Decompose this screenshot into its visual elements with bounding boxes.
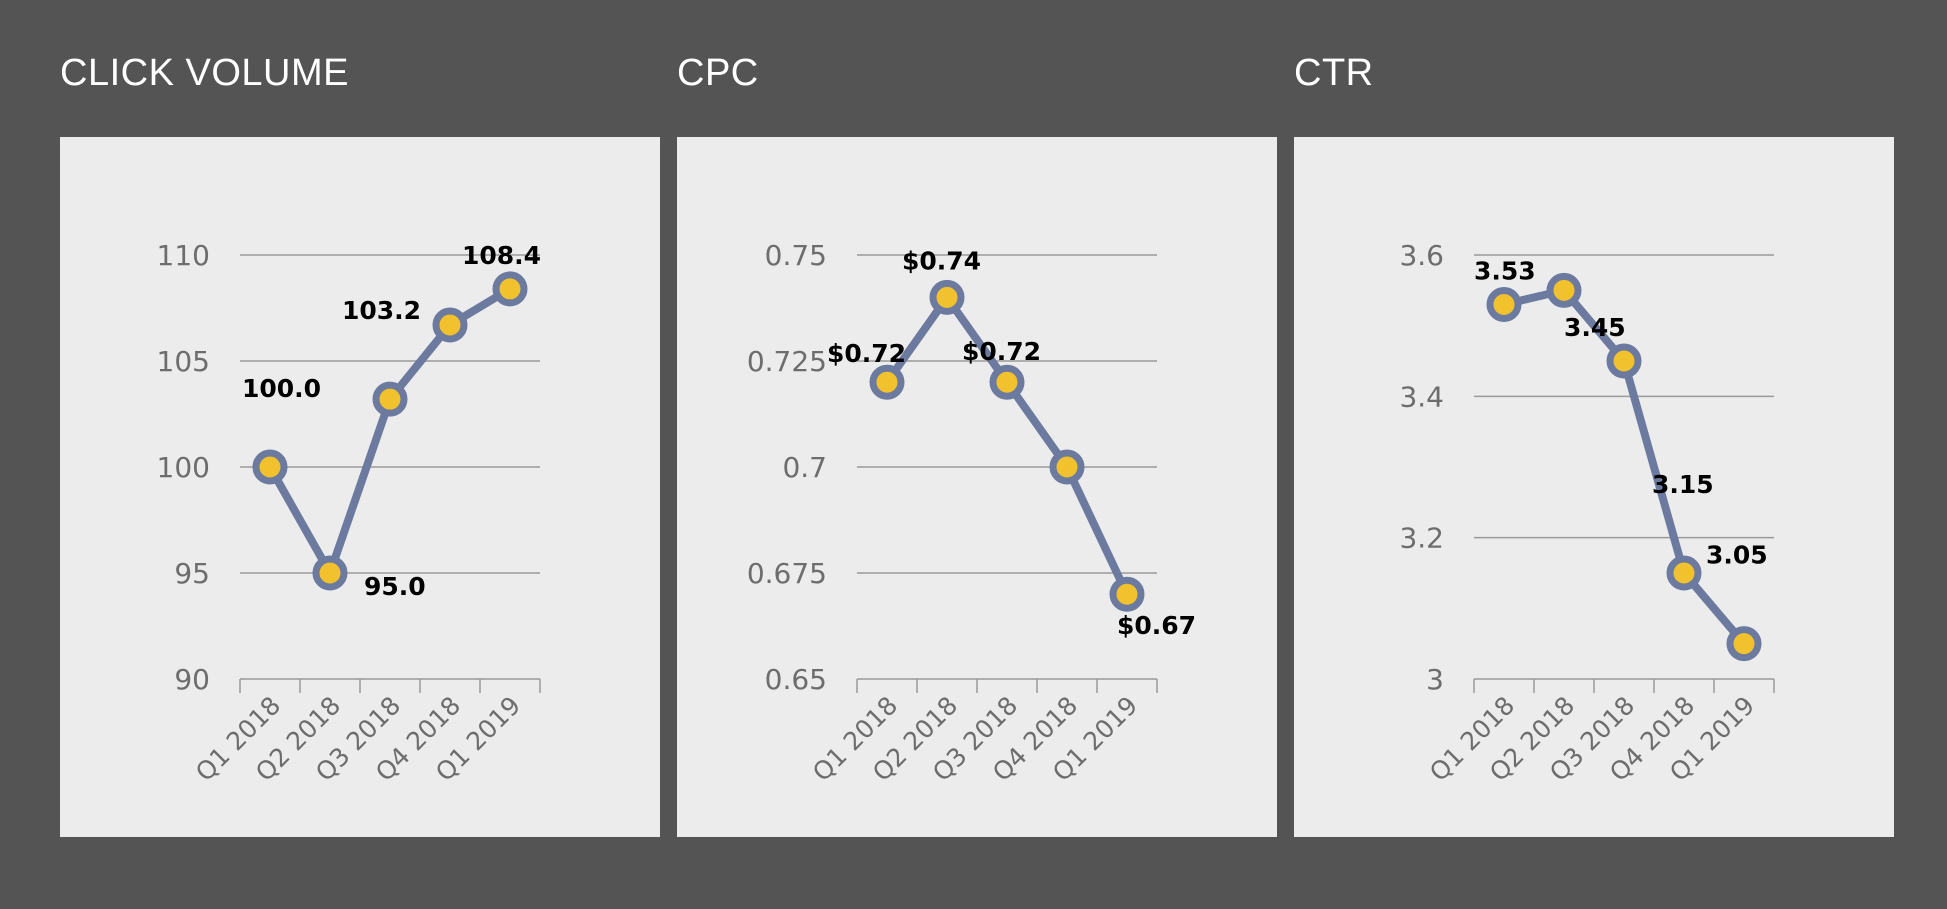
data-label: 103.2 [342,296,421,325]
data-label: 3.15 [1652,470,1714,499]
data-point [1606,343,1642,379]
data-point [372,381,408,417]
y-tick-label: 100 [157,451,210,484]
data-label: 108.4 [462,241,541,270]
data-point [1726,626,1762,662]
data-label: 3.45 [1564,313,1626,342]
cpc-panel: 0.65 0.675 0.7 0.725 0.75 Q1 2018 Q2 2018 Q3 20… [677,137,1277,837]
y-tick-label: 95 [174,557,210,590]
ctr-title: CTR [1294,52,1374,94]
y-tick-label: 90 [174,663,210,696]
data-label: $0.72 [962,337,1041,366]
click-volume-title: CLICK VOLUME [60,52,349,94]
y-tick-label: 0.75 [765,239,827,272]
data-point [1546,272,1582,308]
data-point [1049,449,1085,485]
data-label: $0.74 [902,246,981,275]
y-tick-label: 110 [157,239,210,272]
data-label: 100.0 [242,374,321,403]
data-point [432,307,468,343]
y-tick-label: 3.6 [1399,239,1444,272]
y-tick-label: 3.4 [1399,380,1444,413]
data-point [929,279,965,315]
cpc-title: CPC [677,52,759,94]
y-tick-label: 3.2 [1399,522,1444,555]
y-tick-label: 3 [1426,663,1444,696]
click-volume-panel: 90 95 100 105 110 Q1 2018 Q2 2018 Q3 2018 Q4 201… [60,137,660,837]
data-label: 95.0 [364,572,426,601]
y-tick-label: 0.725 [747,345,827,378]
y-tick-label: 0.675 [747,557,827,590]
y-tick-label: 0.65 [765,663,827,696]
data-point [989,364,1025,400]
data-point [312,555,348,591]
data-point [1486,286,1522,322]
data-point [869,364,905,400]
ctr-panel: 3 3.2 3.4 3.6 Q1 2018 Q2 2018 Q3 2018 Q4 2018 Q1… [1294,137,1894,837]
y-tick-label: 0.7 [782,451,827,484]
data-point [492,271,528,307]
data-point [1666,555,1702,591]
y-tick-label: 105 [157,345,210,378]
data-point [1109,576,1145,612]
data-label: 3.53 [1474,256,1536,285]
data-label: 3.05 [1706,541,1768,570]
series-line [266,285,513,577]
data-label: $0.67 [1117,611,1196,640]
data-point [252,449,288,485]
data-label: $0.72 [827,339,906,368]
series-line [1503,286,1748,647]
